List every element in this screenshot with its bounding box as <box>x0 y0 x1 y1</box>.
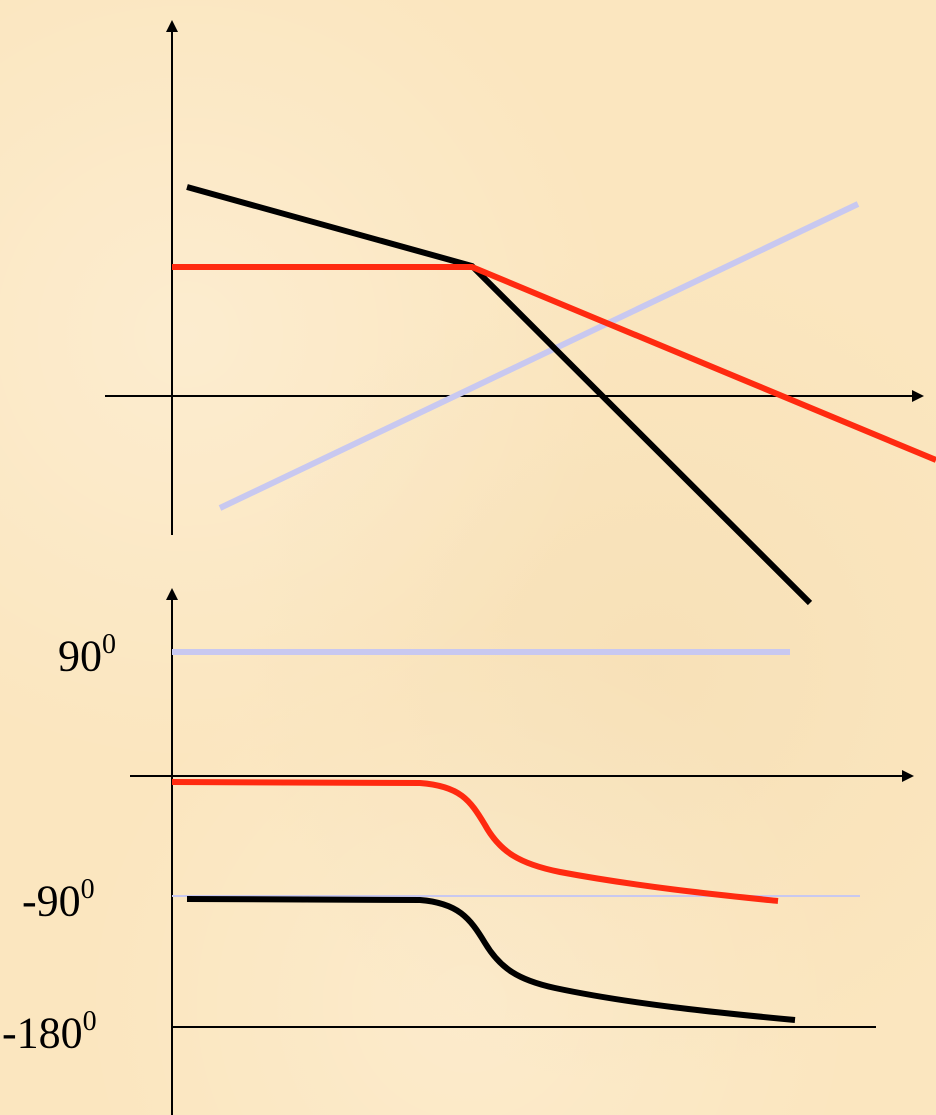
magnitude-red-curve <box>172 264 936 463</box>
phase-label-minus90: -900 <box>22 874 95 926</box>
phase-black-curve <box>186 896 796 1023</box>
magnitude-lavender-line <box>218 201 860 511</box>
phase-plot <box>130 588 914 1115</box>
magnitude-plot <box>105 20 936 606</box>
phase-label-minus180: -1800 <box>2 1006 97 1058</box>
phase-label-90: 900 <box>58 629 116 681</box>
phase-red-curve <box>171 779 779 904</box>
